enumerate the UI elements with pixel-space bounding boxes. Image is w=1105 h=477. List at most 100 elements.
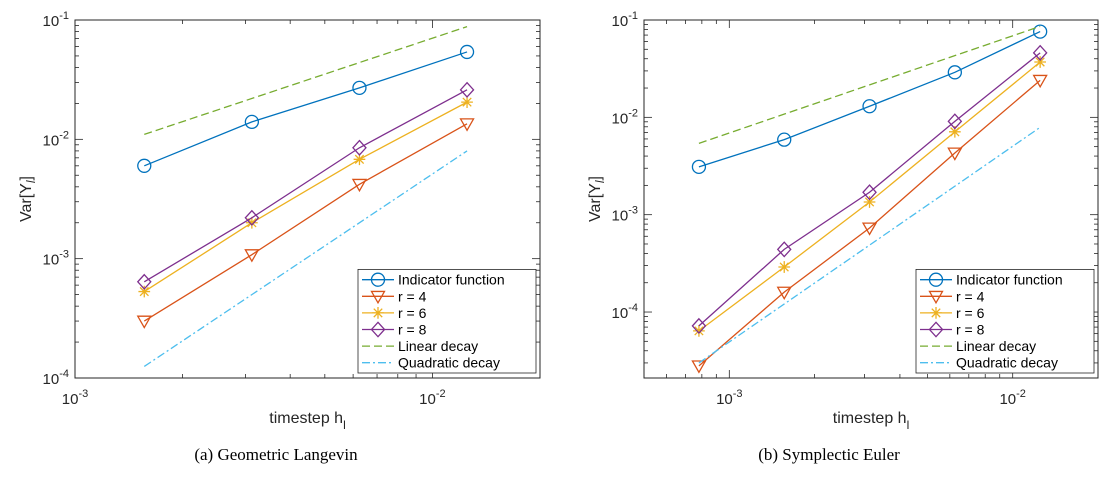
y-tick-label: 10-4: [43, 368, 69, 388]
marker-triangle: [928, 290, 944, 305]
marker-circle: [1033, 24, 1048, 39]
marker-diamond: [370, 321, 386, 338]
legend-label: Indicator function: [398, 272, 505, 288]
series-line: [144, 26, 468, 136]
marker-diamond: [691, 317, 707, 335]
marker-asterisk: [693, 325, 705, 337]
series-r-8: [691, 44, 1048, 335]
series-r-4: [136, 118, 475, 329]
marker-circle: [370, 272, 386, 287]
marker-triangle: [691, 360, 707, 374]
series-group: [691, 24, 1048, 374]
marker-circle: [459, 44, 475, 60]
marker-diamond: [928, 321, 944, 338]
caption: (b) Symplectic Euler: [758, 445, 900, 464]
marker-circle: [777, 132, 792, 147]
marker-circle: [352, 80, 367, 96]
marker-diamond: [776, 241, 792, 258]
marker-circle: [691, 159, 707, 175]
x-tick-label: 10-3: [62, 388, 88, 408]
marker-circle: [244, 114, 260, 130]
legend-label: r = 8: [398, 322, 427, 338]
marker-triangle: [1032, 74, 1048, 89]
legend-label: r = 4: [398, 288, 427, 304]
marker-diamond: [244, 209, 260, 226]
series-line: [143, 150, 468, 367]
legend-label: Quadratic decay: [398, 355, 500, 371]
legend-box: [915, 268, 1095, 374]
series-r-6: [138, 96, 473, 298]
panel-symplectic-euler: 10-3 10-2 10-4 10-3 10-2 10-1 timestep hl Var[Y…: [553, 0, 1105, 477]
panel-geometric-langevin: 10-3 10-2 10-4 10-3 10-2 10-1 timestep hl Var[Y…: [0, 0, 552, 477]
x-tick-label: 10-3: [716, 388, 742, 408]
series-indicator-function: [691, 24, 1048, 175]
marker-diamond: [459, 81, 475, 98]
series-linear-decay: [144, 26, 468, 136]
marker-triangle: [136, 315, 152, 329]
marker-asterisk: [461, 96, 473, 108]
marker-asterisk: [863, 196, 876, 208]
legend-label: r = 4: [956, 288, 985, 304]
axes-frame: [74, 19, 541, 379]
series-indicator-function: [137, 44, 475, 173]
y-tick-label: 10-4: [612, 302, 638, 322]
legend-label: r = 6: [398, 305, 427, 321]
legend-label: Linear decay: [956, 338, 1036, 354]
series-line: [143, 89, 468, 283]
series-group: [136, 26, 475, 367]
marker-triangle: [861, 222, 878, 236]
x-axis-label: timestep hl: [269, 410, 345, 432]
marker-asterisk: [372, 307, 384, 319]
series-line: [698, 79, 1041, 367]
marker-circle: [862, 99, 877, 114]
x-tick-label: 10-2: [999, 388, 1025, 408]
marker-diamond: [352, 139, 367, 156]
marker-triangle: [351, 178, 368, 193]
series-line: [698, 31, 1041, 168]
x-axis-label: timestep hl: [833, 410, 909, 432]
marker-asterisk: [353, 153, 366, 166]
legend-label: r = 6: [956, 305, 985, 321]
marker-asterisk: [930, 307, 942, 319]
legend-label: Quadratic decay: [956, 355, 1058, 371]
series-line: [698, 126, 1041, 364]
series-line: [698, 25, 1041, 145]
axes-frame: [643, 19, 1099, 379]
y-axis-label: Var[Yl]: [587, 176, 607, 222]
series-r-4: [691, 74, 1048, 374]
marker-triangle: [459, 118, 475, 132]
y-tick-label: 10-3: [612, 205, 638, 225]
marker-asterisk: [778, 261, 791, 273]
legend-box: [357, 268, 537, 374]
legend-label: Indicator function: [956, 272, 1063, 288]
legend-label: r = 8: [956, 322, 985, 338]
marker-asterisk: [1034, 56, 1047, 68]
marker-asterisk: [948, 125, 961, 138]
x-tick-label: 10-2: [419, 388, 445, 408]
series-line: [143, 101, 468, 293]
marker-triangle: [776, 286, 792, 300]
series-quadratic-decay: [698, 126, 1041, 364]
caption: (a) Geometric Langevin: [194, 445, 358, 464]
y-axis-label: Var[Yl]: [18, 176, 38, 222]
y-tick-label: 10-1: [43, 10, 69, 30]
axis-ticks: [74, 19, 541, 379]
marker-triangle: [244, 249, 260, 263]
marker-asterisk: [138, 285, 151, 298]
marker-diamond: [947, 113, 963, 130]
y-tick-label: 10-2: [43, 129, 69, 149]
series-r-6: [693, 56, 1047, 337]
marker-circle: [947, 65, 962, 80]
marker-diamond: [136, 273, 152, 290]
series-linear-decay: [698, 25, 1041, 145]
marker-diamond: [1032, 44, 1048, 61]
marker-diamond: [862, 184, 877, 201]
series-r-8: [136, 81, 475, 290]
y-tick-label: 10-1: [612, 10, 638, 30]
y-tick-label: 10-2: [612, 107, 638, 127]
legend-label: Linear decay: [398, 338, 478, 354]
marker-circle: [928, 272, 944, 287]
